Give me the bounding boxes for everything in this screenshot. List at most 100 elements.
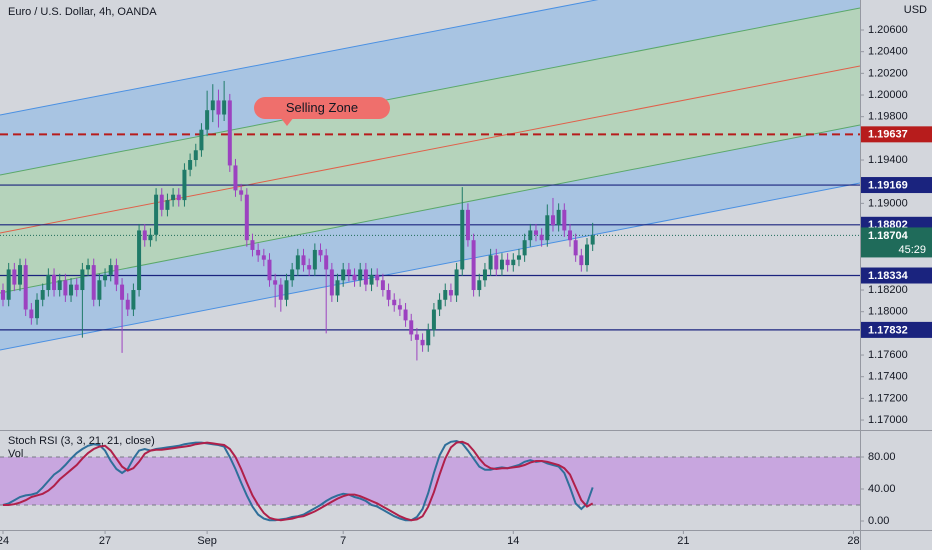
- callout-box: [254, 97, 390, 119]
- last-price-box: [861, 227, 932, 258]
- level-label-box: [861, 177, 932, 194]
- candle-body: [250, 240, 255, 250]
- candle-body: [590, 235, 595, 245]
- y-tick-label: 1.19000: [868, 197, 908, 209]
- candle-body: [125, 299, 130, 310]
- band-fill: [0, 457, 860, 505]
- candle-body: [307, 265, 312, 270]
- candle-body: [103, 274, 108, 281]
- candle-body: [290, 269, 295, 281]
- candle-body: [318, 249, 323, 256]
- candle-body: [301, 255, 306, 266]
- candle-body: [403, 309, 408, 321]
- candle-body: [499, 259, 504, 270]
- candle-body: [120, 284, 125, 300]
- candle-body: [539, 234, 544, 241]
- candle-body: [193, 150, 198, 161]
- y-tick-label: 1.17000: [868, 414, 908, 426]
- candle-body: [239, 190, 244, 195]
- channel-line: [0, 65, 861, 234]
- channel-upper-band: [0, 0, 860, 175]
- level-label-box: [861, 321, 932, 338]
- candle-body: [409, 320, 414, 335]
- candle-body: [154, 194, 159, 235]
- channel-line: [0, 182, 861, 351]
- y-tick-label: 40.00: [868, 483, 896, 495]
- candle-body: [108, 265, 113, 275]
- y-tick-label: 1.19400: [868, 154, 908, 166]
- candle-body: [137, 230, 142, 291]
- candle-body: [431, 309, 436, 331]
- candle-body: [420, 339, 425, 346]
- candle-body: [233, 165, 238, 191]
- level-label: 1.18334: [868, 270, 909, 282]
- candle-body: [562, 209, 567, 231]
- candle-body: [329, 269, 334, 296]
- candle-body: [171, 194, 176, 201]
- candle-body: [205, 110, 210, 130]
- candle-body: [52, 274, 57, 291]
- candle-body: [494, 255, 499, 270]
- candle-body: [159, 194, 164, 210]
- candle-body: [550, 215, 555, 226]
- candle-body: [346, 269, 351, 275]
- levels: [0, 133, 860, 331]
- y-tick-label: 1.17200: [868, 392, 908, 404]
- candles: [1, 80, 595, 361]
- countdown-label: 45:29: [898, 244, 926, 256]
- candle-body: [69, 284, 74, 296]
- candle-body: [448, 290, 453, 296]
- candle-body: [375, 274, 380, 281]
- x-tick-label: 21: [677, 535, 689, 547]
- y-tick-label: 1.17400: [868, 371, 908, 383]
- x-tick-label: 27: [99, 535, 111, 547]
- channel-line: [0, 124, 861, 294]
- chart-title: Euro / U.S. Dollar, 4h, OANDA: [8, 6, 157, 18]
- candle-body: [414, 334, 419, 340]
- last-price-label: 1.18704: [868, 230, 909, 242]
- candle-body: [18, 265, 23, 285]
- candle-body: [567, 230, 572, 241]
- candle-body: [46, 274, 51, 291]
- x-tick-label: 14: [507, 535, 519, 547]
- candle-body: [369, 274, 374, 285]
- candle-body: [584, 244, 589, 266]
- candle-body: [341, 269, 346, 281]
- x-tick-label: 24: [0, 535, 9, 547]
- regression-channel: [0, 0, 861, 351]
- candle-body: [131, 290, 136, 310]
- candle-body: [284, 280, 289, 300]
- x-tick-label: 7: [340, 535, 346, 547]
- candle-body: [23, 265, 28, 310]
- candle-body: [426, 330, 431, 346]
- candle-body: [454, 269, 459, 296]
- candle-body: [80, 269, 85, 291]
- candle-body: [522, 240, 527, 256]
- candle-body: [437, 299, 442, 310]
- candle-body: [216, 100, 221, 115]
- candle-body: [97, 280, 102, 300]
- channel-line: [0, 0, 599, 116]
- y-tick-label: 1.18200: [868, 284, 908, 296]
- y-tick-label: 1.19800: [868, 111, 908, 123]
- channel-line: [0, 7, 861, 176]
- candle-body: [363, 269, 368, 285]
- level-label: 1.19637: [868, 129, 908, 141]
- candle-body: [148, 234, 153, 241]
- y-tick-label: 1.18000: [868, 306, 908, 318]
- candle-body: [12, 269, 17, 285]
- y-tick-label: 1.20000: [868, 89, 908, 101]
- candle-body: [74, 284, 79, 291]
- candle-body: [57, 280, 62, 291]
- candle-body: [465, 209, 470, 241]
- candle-body: [573, 240, 578, 256]
- candle-body: [556, 209, 561, 226]
- candle-body: [114, 265, 119, 285]
- candle-body: [222, 100, 227, 115]
- x-tick-label: Sep: [197, 535, 217, 547]
- candle-body: [545, 215, 550, 241]
- candle-body: [86, 265, 91, 270]
- annotation: Selling Zone: [286, 100, 358, 115]
- candle-body: [142, 230, 147, 241]
